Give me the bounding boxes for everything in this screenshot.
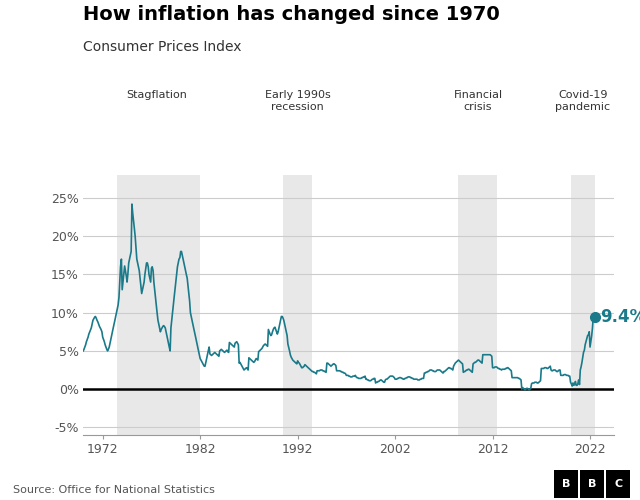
- Text: 9.4%: 9.4%: [600, 308, 640, 326]
- Bar: [458, 175, 497, 435]
- Text: C: C: [614, 479, 622, 489]
- Text: Early 1990s
recession: Early 1990s recession: [265, 90, 330, 112]
- Text: Consumer Prices Index: Consumer Prices Index: [83, 40, 242, 54]
- Text: Covid-19
pandemic: Covid-19 pandemic: [555, 90, 611, 112]
- Text: Stagflation: Stagflation: [126, 90, 187, 100]
- Bar: [117, 175, 200, 435]
- Text: B: B: [561, 479, 570, 489]
- Bar: [283, 175, 312, 435]
- Text: How inflation has changed since 1970: How inflation has changed since 1970: [83, 5, 500, 24]
- Text: Source: Office for National Statistics: Source: Office for National Statistics: [13, 485, 214, 495]
- Text: B: B: [588, 479, 596, 489]
- Text: Financial
crisis: Financial crisis: [453, 90, 502, 112]
- Bar: [570, 175, 595, 435]
